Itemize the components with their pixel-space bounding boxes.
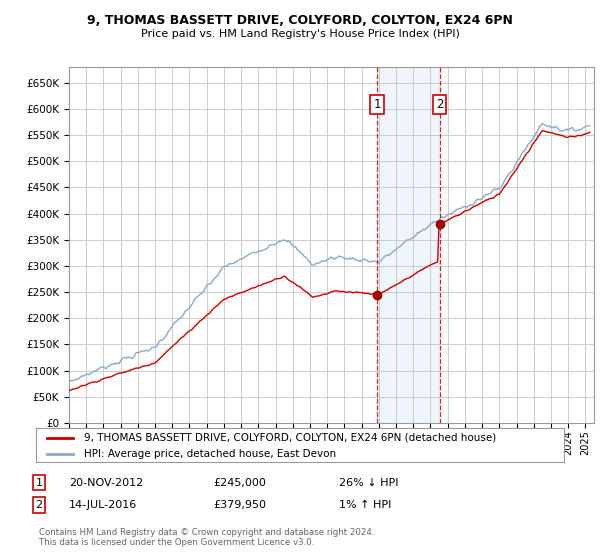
Text: Contains HM Land Registry data © Crown copyright and database right 2024.
This d: Contains HM Land Registry data © Crown c… <box>39 528 374 547</box>
Text: 20-NOV-2012: 20-NOV-2012 <box>69 478 143 488</box>
Text: 14-JUL-2016: 14-JUL-2016 <box>69 500 137 510</box>
Text: HPI: Average price, detached house, East Devon: HPI: Average price, detached house, East… <box>83 449 335 459</box>
Text: 9, THOMAS BASSETT DRIVE, COLYFORD, COLYTON, EX24 6PN (detached house): 9, THOMAS BASSETT DRIVE, COLYFORD, COLYT… <box>83 433 496 443</box>
Text: £379,950: £379,950 <box>213 500 266 510</box>
Text: Price paid vs. HM Land Registry's House Price Index (HPI): Price paid vs. HM Land Registry's House … <box>140 29 460 39</box>
Bar <box>377 67 440 423</box>
Text: 2: 2 <box>35 500 43 510</box>
Text: 2: 2 <box>436 98 443 111</box>
Text: 1: 1 <box>373 98 380 111</box>
Text: 1: 1 <box>35 478 43 488</box>
Text: 26% ↓ HPI: 26% ↓ HPI <box>339 478 398 488</box>
Text: 1% ↑ HPI: 1% ↑ HPI <box>339 500 391 510</box>
Text: £245,000: £245,000 <box>213 478 266 488</box>
Text: 9, THOMAS BASSETT DRIVE, COLYFORD, COLYTON, EX24 6PN: 9, THOMAS BASSETT DRIVE, COLYFORD, COLYT… <box>87 14 513 27</box>
